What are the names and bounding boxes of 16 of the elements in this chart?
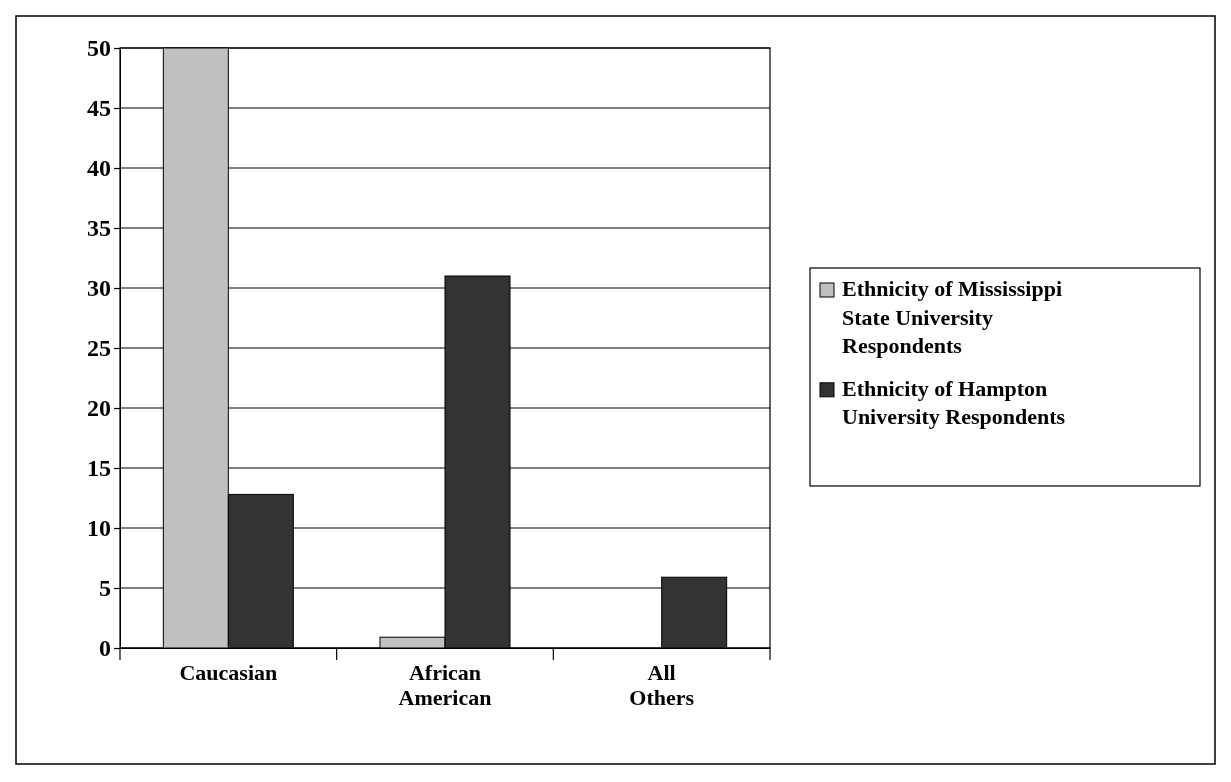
legend-label: Ethnicity of Mississippi State University Respondents <box>842 276 1063 359</box>
legend-label: Ethnicity of Hampton University Respondents <box>842 375 1066 430</box>
y-tick-label: 30 <box>87 275 111 302</box>
x-tick-label: All Others <box>629 659 695 710</box>
y-tick-label: 45 <box>87 95 111 122</box>
y-tick-label: 35 <box>87 215 111 242</box>
y-tick-label: 25 <box>87 335 111 362</box>
y-tick-label: 0 <box>99 635 111 662</box>
y-tick-label: 20 <box>87 395 111 422</box>
y-tick-label: 5 <box>99 575 111 602</box>
y-tick-label: 10 <box>87 515 111 542</box>
x-tick-label: African American <box>398 659 492 710</box>
x-tick-label: Caucasian <box>179 659 278 685</box>
y-tick-label: 50 <box>87 35 111 62</box>
y-tick-label: 40 <box>87 155 111 182</box>
y-tick-label: 15 <box>87 455 111 482</box>
